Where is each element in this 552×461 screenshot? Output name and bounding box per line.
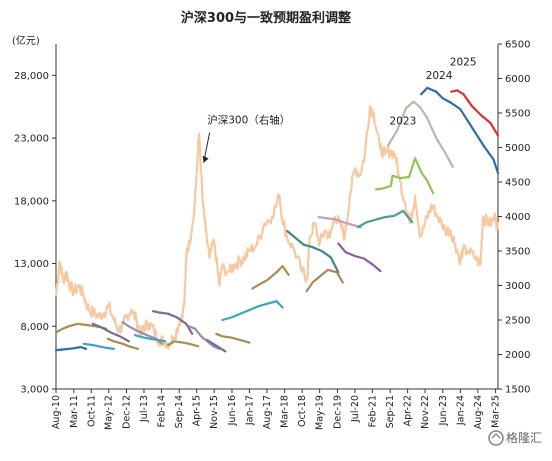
x-tick-label: Sep-21: [385, 395, 396, 428]
index-layer: [54, 105, 500, 351]
x-tick-label: Feb-21: [367, 395, 378, 427]
right-tick-label: 5500: [505, 109, 530, 120]
x-tick-label: Apr-15: [192, 395, 203, 426]
right-tick-label: 6000: [505, 74, 530, 85]
earnings-segment-7: [133, 334, 167, 343]
watermark: 格隆汇: [488, 430, 542, 446]
x-tick-label: Feb-14: [156, 395, 167, 427]
annotations: 沪深300（右轴） 2023 2024 2025: [202, 56, 477, 163]
earnings-segment-1: [54, 345, 88, 352]
x-tick-label: Aug-24: [473, 395, 484, 429]
left-tick-label: 28,000: [14, 71, 49, 82]
axes: 3,000 8,000 13,000 18,000 23,000 28,000 1500 20…: [14, 40, 530, 431]
left-axis-unit: (亿元): [12, 34, 40, 47]
left-tick-label: 3,000: [20, 385, 49, 396]
earnings-segment-8: [151, 310, 194, 335]
annotation-1: 沪深300（右轴）: [207, 113, 290, 126]
earnings-segment-11: [206, 339, 227, 353]
left-tick-label: 18,000: [14, 196, 49, 207]
earnings-segment-15: [286, 229, 340, 274]
watermark-logo-mark: [491, 433, 501, 439]
right-tick-label: 3000: [505, 281, 530, 292]
series-layer: [54, 86, 500, 353]
right-tick-label: 6500: [505, 40, 530, 51]
earnings-segment-23: [450, 89, 500, 137]
right-tick-label: 1500: [505, 385, 530, 396]
right-tick-label: 2000: [505, 350, 530, 361]
left-tick-label: 23,000: [14, 134, 49, 145]
annotation-3: 2024: [426, 70, 453, 82]
x-tick-label: Jul-13: [139, 395, 150, 423]
earnings-segment-3: [82, 342, 115, 350]
right-tick-label: 4500: [505, 178, 530, 189]
earnings-segment-9: [167, 340, 200, 348]
right-tick-label: 4000: [505, 212, 530, 223]
watermark-text: 格隆汇: [506, 430, 542, 445]
x-tick-label: Sep-14: [174, 395, 185, 428]
x-tick-label: May-19: [315, 395, 326, 430]
watermark-logo-icon: [488, 430, 504, 446]
x-tick-label: Mar-11: [69, 395, 80, 428]
annotation-2: 2023: [390, 115, 417, 127]
x-tick-label: Nov-15: [209, 395, 220, 429]
annotation-arrow-head: [202, 155, 209, 163]
x-tick-label: Jun-23: [438, 395, 449, 426]
chart-title: 沪深300与一致预期盈利调整: [181, 10, 352, 26]
x-tick-label: Oct-18: [297, 395, 308, 427]
x-tick-label: Apr-22: [403, 395, 414, 426]
earnings-segment-18: [337, 242, 382, 273]
earnings-segment-21: [386, 100, 454, 168]
earnings-segment-5: [106, 337, 140, 350]
earnings-segment-17: [317, 216, 362, 229]
x-tick-label: Nov-22: [420, 395, 431, 429]
x-tick-label: Jan-17: [244, 395, 255, 426]
x-tick-label: Mar-18: [280, 395, 291, 428]
earnings-segment-10: [188, 325, 221, 350]
earnings-segment-14: [251, 265, 290, 290]
earnings-segment-19: [356, 209, 414, 229]
x-tick-label: May-12: [104, 395, 115, 430]
right-tick-label: 3500: [505, 247, 530, 258]
x-tick-label: Dec-19: [332, 395, 343, 429]
right-tick-label: 5000: [505, 143, 530, 154]
earnings-segment-22: [420, 86, 500, 175]
x-tick-label: Aug-17: [262, 395, 273, 429]
x-tick-label: Aug-10: [51, 395, 62, 429]
left-tick-label: 13,000: [14, 259, 49, 270]
right-tick-label: 2500: [505, 316, 530, 327]
x-tick-label: Mar-25: [491, 395, 502, 428]
x-tick-label: Jul-20: [350, 395, 361, 423]
earnings-segment-13: [221, 300, 284, 322]
earnings-segment-4: [91, 322, 130, 343]
earnings-segment-16: [305, 268, 344, 293]
annotation-4: 2025: [450, 56, 477, 68]
x-tick-label: Jun-16: [227, 395, 238, 426]
left-tick-label: 8,000: [20, 322, 49, 333]
earnings-segment-12: [215, 332, 251, 344]
earnings-segment-20: [374, 157, 435, 195]
x-tick-label: Dec-12: [122, 395, 133, 429]
x-tick-label: Oct-11: [86, 395, 97, 427]
x-tick-label: Jan-24: [455, 395, 466, 426]
index-line-hs300: [54, 105, 500, 351]
